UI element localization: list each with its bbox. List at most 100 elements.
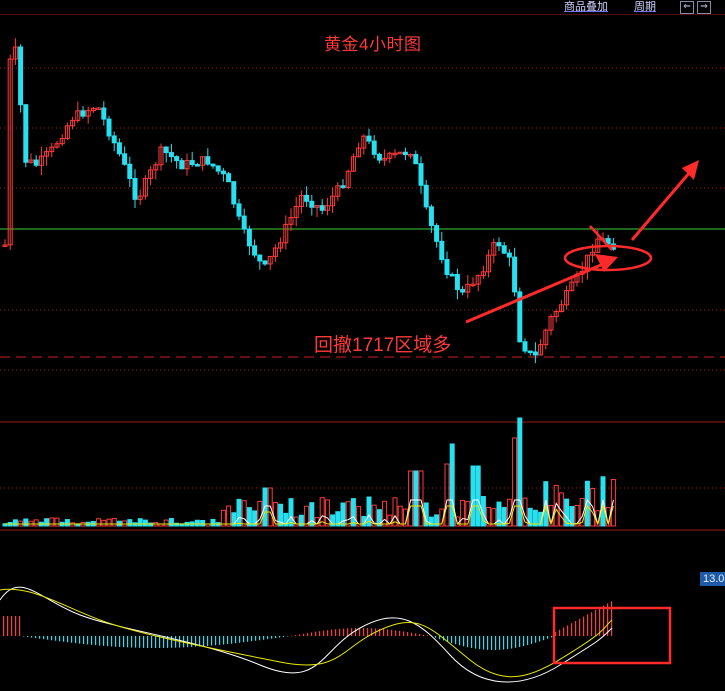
volume-bar — [111, 518, 117, 527]
candle-body — [33, 159, 39, 166]
volume-bar — [96, 518, 102, 527]
macd-bar — [607, 603, 609, 636]
macd-bar — [63, 636, 65, 642]
macd-bar — [271, 636, 273, 639]
volume-bar — [340, 502, 346, 527]
macd-bar — [291, 635, 293, 637]
candle-body — [101, 107, 107, 120]
candle-body — [418, 163, 424, 186]
macd-bar — [255, 636, 257, 641]
candle-body — [288, 216, 294, 225]
candle-body — [96, 107, 102, 111]
candle-body — [423, 184, 429, 208]
volume-bar — [64, 519, 70, 527]
candle-body — [345, 170, 351, 188]
macd-bar — [575, 621, 577, 636]
macd-bar — [231, 636, 233, 644]
volume-bar — [610, 478, 616, 527]
candle-body — [439, 240, 445, 261]
macd-bar — [367, 628, 369, 636]
candle-body — [512, 256, 518, 293]
macd-bar — [439, 636, 441, 640]
arrow-right-icon[interactable]: ⇒ — [697, 1, 711, 14]
macd-bar — [351, 628, 353, 636]
macd-bar — [299, 634, 301, 636]
macd-bar — [543, 636, 545, 641]
macd-bar — [451, 636, 453, 644]
candle-body — [194, 164, 200, 167]
volume-bar — [137, 518, 143, 527]
volume-bar — [288, 498, 294, 527]
candle-body — [454, 274, 460, 291]
candle-body — [70, 119, 76, 127]
macd-bar — [511, 636, 513, 649]
volume-bar — [319, 497, 325, 527]
candle-body — [538, 344, 544, 356]
candle-body — [475, 275, 481, 285]
candle-body — [371, 140, 377, 155]
candle-body — [267, 255, 273, 265]
candle-body — [506, 252, 512, 258]
candle-body — [605, 238, 611, 245]
period-link[interactable]: 周期 — [634, 1, 656, 13]
candle-body — [111, 135, 117, 144]
candle-body — [397, 151, 403, 155]
macd-bar — [423, 634, 425, 636]
candle-body — [205, 156, 211, 165]
candle-body — [163, 146, 169, 154]
volume-bar — [449, 443, 455, 527]
volume-bar — [376, 509, 382, 527]
macd-bar — [67, 636, 69, 643]
volume-bar — [54, 517, 60, 527]
top-toolbar: 商品叠加 周期 ⇐ ⇒ — [0, 0, 725, 14]
candle-body — [226, 173, 232, 183]
macd-bar — [495, 636, 497, 650]
candle-body — [262, 260, 268, 265]
grid-lines — [0, 13, 725, 531]
candle-body — [106, 118, 112, 137]
macd-bar — [139, 636, 141, 648]
volume-bar — [590, 488, 596, 527]
volume-bar — [345, 501, 351, 527]
macd-bar — [399, 630, 401, 636]
macd-bar — [435, 636, 437, 638]
candle-body — [558, 304, 564, 313]
macd-bar — [39, 636, 41, 639]
candle-body — [356, 147, 362, 158]
candle-body — [553, 311, 559, 318]
overlay-link[interactable]: 商品叠加 — [564, 1, 608, 13]
candle-body — [85, 110, 91, 117]
candle-body — [189, 160, 195, 166]
volume-bar — [392, 497, 398, 527]
candle-body — [387, 152, 393, 159]
macd-bar — [47, 636, 49, 640]
volume-bars — [2, 417, 616, 527]
volume-bar — [527, 507, 533, 527]
macd-bar — [455, 636, 457, 645]
volume-bar — [168, 518, 174, 527]
volume-bar — [413, 470, 419, 527]
macd-bar — [279, 636, 281, 638]
candle-body — [517, 291, 523, 343]
volume-bar — [382, 500, 388, 527]
candle-body — [413, 153, 419, 165]
macd-bar — [275, 636, 277, 639]
volume-bar — [506, 498, 512, 527]
candle-body — [49, 146, 55, 153]
arrow-left-icon[interactable]: ⇐ — [680, 1, 694, 14]
candle-body — [174, 156, 180, 162]
candle-body — [137, 195, 143, 200]
volume-bar — [517, 417, 523, 527]
candle-body — [309, 200, 315, 208]
macd-bar — [7, 616, 9, 636]
volume-bar — [267, 487, 273, 527]
candle-body — [361, 135, 367, 149]
volume-bar — [428, 516, 434, 527]
macd-bar — [383, 629, 385, 636]
macd-bar — [319, 631, 321, 636]
candle-body — [2, 244, 8, 247]
volume-bar — [475, 465, 481, 527]
candle-body — [314, 205, 320, 208]
macd-bar — [167, 636, 169, 648]
candle-body — [75, 110, 81, 121]
